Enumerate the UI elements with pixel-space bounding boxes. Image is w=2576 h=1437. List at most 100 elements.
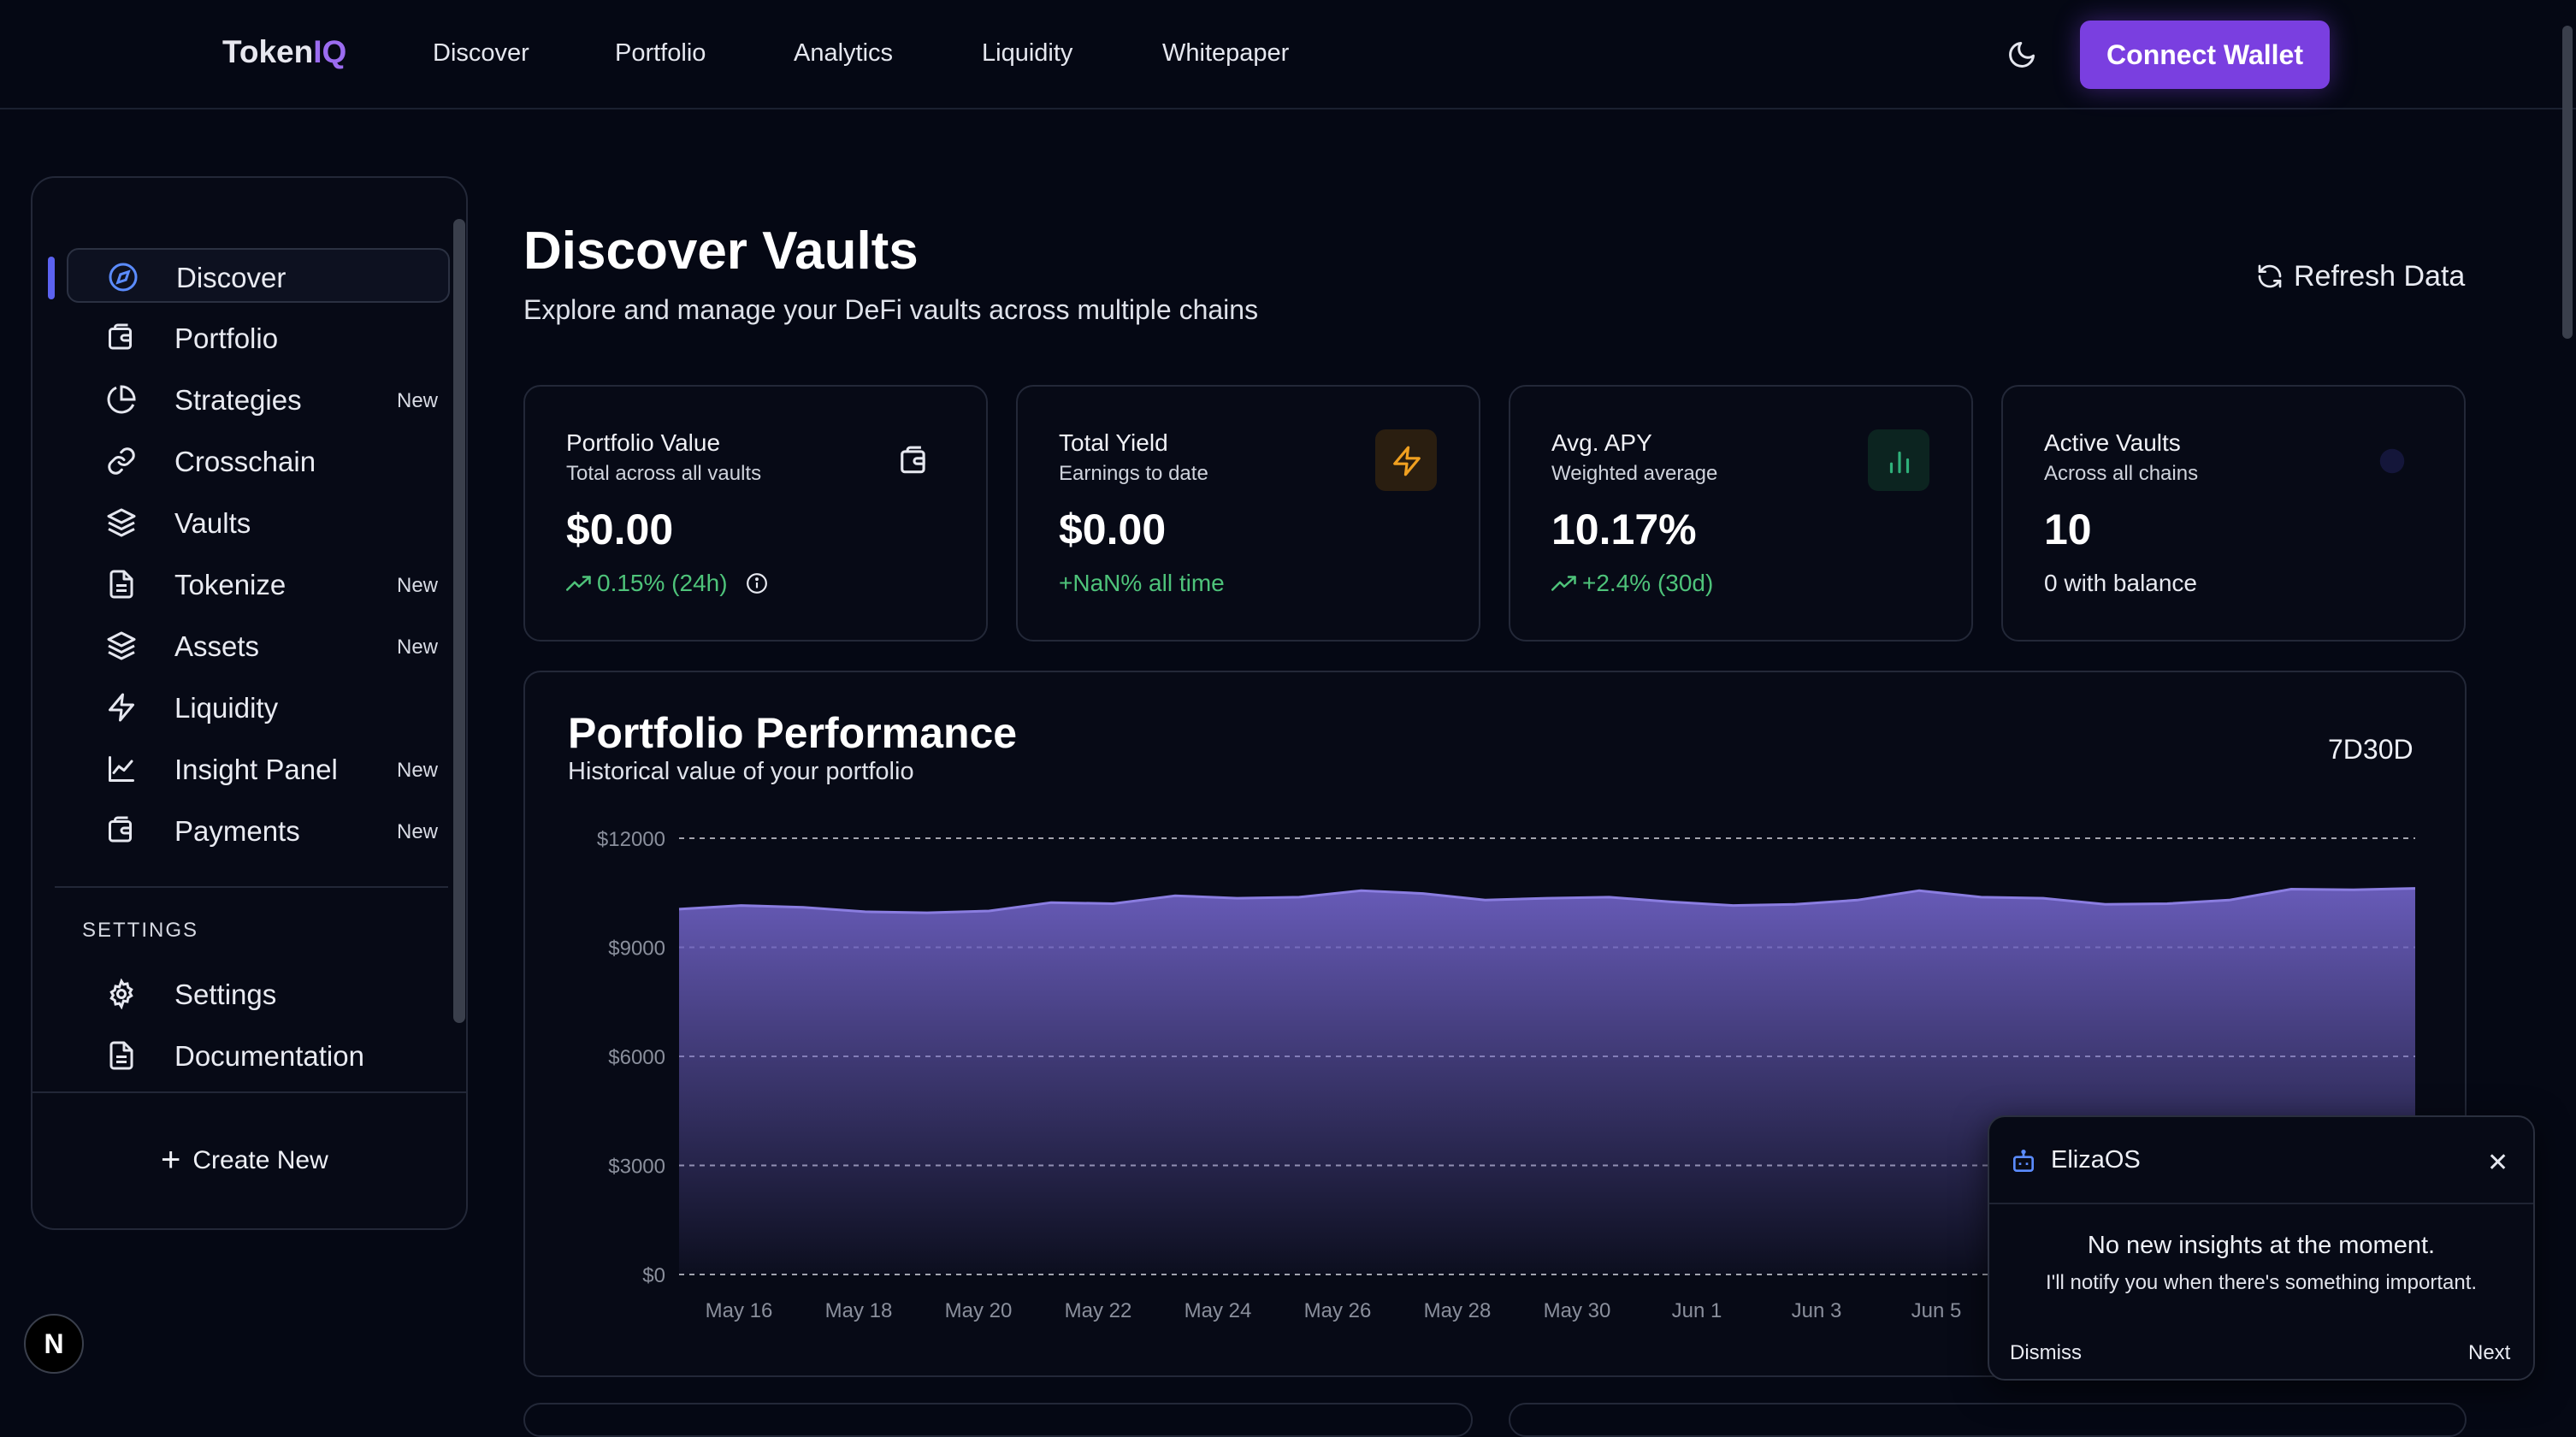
series-line xyxy=(678,887,2416,914)
x-tick-label: Jun 5 xyxy=(1911,1299,1962,1322)
card-subtitle: Earnings to date xyxy=(1059,462,1208,485)
close-icon[interactable]: ✕ xyxy=(2487,1149,2509,1177)
card-title: Portfolio Value xyxy=(566,429,721,456)
sidebar-item-documentation[interactable]: Documentation xyxy=(67,1028,450,1083)
card-title: Active Vaults xyxy=(2044,429,2181,456)
new-badge: New xyxy=(397,636,439,659)
wallet-icon xyxy=(109,816,132,843)
n-badge[interactable]: N xyxy=(24,1314,84,1374)
sidebar-item-payments[interactable]: Payments New xyxy=(67,803,450,858)
y-tick-label: $3000 xyxy=(608,1156,665,1179)
new-badge: New xyxy=(397,574,439,597)
x-tick-label: May 20 xyxy=(945,1299,1013,1322)
sidebar-item-portfolio[interactable]: Portfolio xyxy=(67,310,450,365)
sidebar-divider xyxy=(32,1091,466,1093)
card-value: 10 xyxy=(2044,506,2092,553)
series-area xyxy=(679,888,2415,1274)
nav-discover[interactable]: Discover xyxy=(433,39,529,67)
x-tick-label: Jun 3 xyxy=(1792,1299,1842,1322)
card-title: Total Yield xyxy=(1059,429,1168,456)
card-subtitle: Total across all vaults xyxy=(566,462,762,485)
y-tick-label: $6000 xyxy=(608,1046,665,1069)
next-button[interactable]: Next xyxy=(2468,1341,2511,1364)
file-icon xyxy=(109,570,133,599)
info-icon[interactable] xyxy=(746,572,768,594)
chart-subtitle: Historical value of your portfolio xyxy=(568,758,914,785)
card-title: Avg. APY xyxy=(1551,429,1652,456)
zap-icon xyxy=(1393,446,1421,476)
connect-wallet-button[interactable]: Connect Wallet xyxy=(2080,21,2330,89)
nav-analytics[interactable]: Analytics xyxy=(794,39,894,67)
logo-accent: IQ xyxy=(313,34,347,69)
x-tick-label: May 16 xyxy=(706,1299,773,1322)
layers-icon xyxy=(107,508,136,537)
y-tick-label: $12000 xyxy=(597,828,665,851)
x-tick-label: May 22 xyxy=(1065,1299,1132,1322)
sidebar-item-label: Discover xyxy=(176,262,287,293)
total-yield-card: Total Yield Earnings to date $0.00 +NaN%… xyxy=(1016,385,1480,642)
card-subtitle: Weighted average xyxy=(1551,462,1718,485)
trend-up-icon xyxy=(1551,576,1576,591)
refresh-data-button[interactable]: Refresh Data xyxy=(2256,260,2465,293)
sidebar-item-crosschain[interactable]: Crosschain xyxy=(67,434,450,488)
new-badge: New xyxy=(397,389,439,412)
x-tick-label: May 26 xyxy=(1304,1299,1372,1322)
pie-chart-icon xyxy=(107,385,136,414)
theme-toggle-button[interactable] xyxy=(2006,39,2037,70)
active-vaults-card: Active Vaults Across all chains 10 0 wit… xyxy=(2001,385,2466,642)
moon-icon xyxy=(2009,42,2035,68)
card-footer: +2.4% (30d) xyxy=(1551,570,1713,597)
dot-icon-box xyxy=(2360,429,2422,491)
sidebar-item-label: Liquidity xyxy=(174,692,279,724)
elizaos-message-sub: I'll notify you when there's something i… xyxy=(2045,1271,2478,1294)
dot-icon xyxy=(2379,448,2405,474)
sidebar-item-label: Assets xyxy=(174,630,260,662)
elizaos-message: No new insights at the moment. xyxy=(2087,1232,2436,1259)
card-value: $0.00 xyxy=(566,506,674,553)
sidebar-item-settings[interactable]: Settings xyxy=(67,967,450,1021)
card-footer: +NaN% all time xyxy=(1059,570,1225,596)
sidebar-item-discover[interactable]: Discover xyxy=(67,248,450,303)
page-scrollbar[interactable] xyxy=(2562,26,2573,339)
chart-title: Portfolio Performance xyxy=(568,709,1018,757)
sidebar-item-strategies[interactable]: Strategies New xyxy=(67,372,450,427)
bar-chart-icon xyxy=(1889,451,1910,474)
logo[interactable]: TokenIQ xyxy=(222,34,346,70)
card-footer-text: 0.15% (24h) xyxy=(597,570,728,596)
nav-liquidity[interactable]: Liquidity xyxy=(982,39,1073,67)
range-30d-button[interactable]: 30D xyxy=(2362,734,2414,765)
gear-icon xyxy=(109,979,133,1009)
bottom-card xyxy=(523,1403,1473,1437)
card-footer: 0.15% (24h) xyxy=(566,570,768,597)
zap-icon xyxy=(109,693,134,722)
nav-portfolio[interactable]: Portfolio xyxy=(615,39,706,67)
bar-chart-icon-box xyxy=(1868,429,1929,491)
range-7d-button[interactable]: 7D xyxy=(2328,734,2363,765)
sidebar-item-insight-panel[interactable]: Insight Panel New xyxy=(67,742,450,796)
sidebar-item-assets[interactable]: Assets New xyxy=(67,618,450,673)
sidebar: Discover Portfolio Strategies New Crossc… xyxy=(31,176,468,1230)
performance-chart: $12000 $9000 $6000 $3000 $0 May 16 May 18 May … xyxy=(597,828,2446,1322)
create-new-button[interactable]: + Create New xyxy=(161,1141,328,1180)
avg-apy-card: Avg. APY Weighted average 10.17% +2.4% (… xyxy=(1509,385,1973,642)
card-value: 10.17% xyxy=(1551,506,1697,553)
top-navbar: TokenIQ Discover Portfolio Analytics Liq… xyxy=(0,0,2576,109)
card-footer: 0 with balance xyxy=(2044,570,2198,596)
nav-whitepaper[interactable]: Whitepaper xyxy=(1162,39,1290,67)
settings-heading: SETTINGS xyxy=(82,919,199,942)
sidebar-item-liquidity[interactable]: Liquidity xyxy=(67,680,450,735)
sidebar-item-label: Vaults xyxy=(174,507,251,539)
dismiss-button[interactable]: Dismiss xyxy=(2010,1341,2082,1364)
link-icon xyxy=(108,447,135,475)
compass-icon xyxy=(109,263,138,292)
wallet-icon-box xyxy=(883,429,944,491)
sidebar-scrollbar[interactable] xyxy=(453,219,465,1023)
sidebar-item-vaults[interactable]: Vaults xyxy=(67,495,450,550)
new-badge: New xyxy=(397,759,439,782)
sidebar-item-label: Strategies xyxy=(174,384,302,416)
x-tick-label: May 30 xyxy=(1544,1299,1611,1322)
bottom-card xyxy=(1509,1403,2467,1437)
trend-up-icon xyxy=(566,576,591,591)
sidebar-item-tokenize[interactable]: Tokenize New xyxy=(67,557,450,612)
elizaos-title: ElizaOS xyxy=(2051,1146,2141,1174)
